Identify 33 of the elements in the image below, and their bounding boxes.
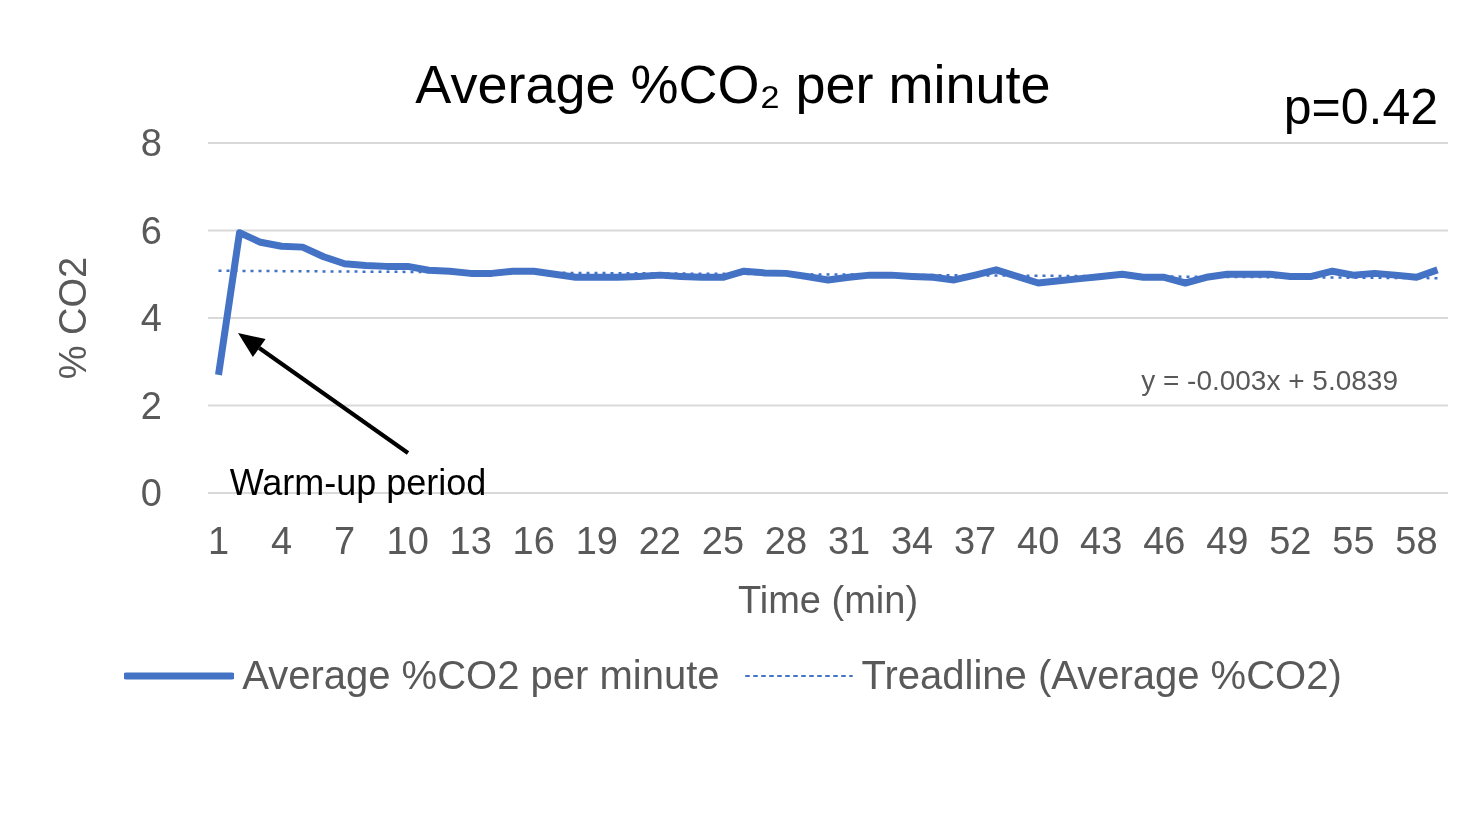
- x-tick-label: 4: [270, 519, 293, 562]
- x-tick-label: 22: [638, 519, 682, 562]
- y-tick-label: 6: [140, 209, 162, 252]
- x-tick-label: 43: [1080, 519, 1123, 562]
- chart-title: Average %CO₂ per minute: [415, 54, 1051, 114]
- x-tick-label: 31: [827, 519, 871, 562]
- x-tick-label: 1: [207, 519, 230, 562]
- annotation: Warm-up period: [229, 462, 487, 503]
- x-tick-label: 19: [575, 519, 618, 562]
- x-tick-label: 37: [953, 519, 997, 562]
- y-tick-label: 2: [140, 384, 162, 427]
- y-tick-label: 0: [140, 472, 162, 515]
- legend-label: Average %CO2 per minute: [241, 653, 720, 698]
- x-tick-label: 25: [701, 519, 745, 562]
- y-tick-label: 4: [140, 297, 162, 340]
- x-axis-title: Time (min): [737, 579, 919, 621]
- x-tick-label: 55: [1332, 519, 1375, 562]
- y-tick-label: 8: [140, 122, 162, 165]
- x-tick-label: 49: [1206, 519, 1249, 562]
- x-tick-label: 58: [1395, 519, 1438, 562]
- x-tick-label: 28: [764, 519, 808, 562]
- annotation: y = -0.003x + 5.0839: [1141, 365, 1398, 397]
- x-tick-label: 46: [1143, 519, 1186, 562]
- x-tick-label: 16: [512, 519, 555, 562]
- x-tick-label: 10: [386, 519, 429, 562]
- x-tick-label: 34: [890, 519, 934, 562]
- x-tick-label: 52: [1269, 519, 1312, 562]
- x-tick-label: 40: [1017, 519, 1060, 562]
- text: p=0.42: [1283, 78, 1438, 136]
- legend-label: Treadline (Average %CO2): [860, 653, 1342, 698]
- x-tick-label: 7: [334, 519, 356, 562]
- x-tick-label: 13: [449, 519, 492, 562]
- y-axis-title: % CO2: [52, 256, 95, 380]
